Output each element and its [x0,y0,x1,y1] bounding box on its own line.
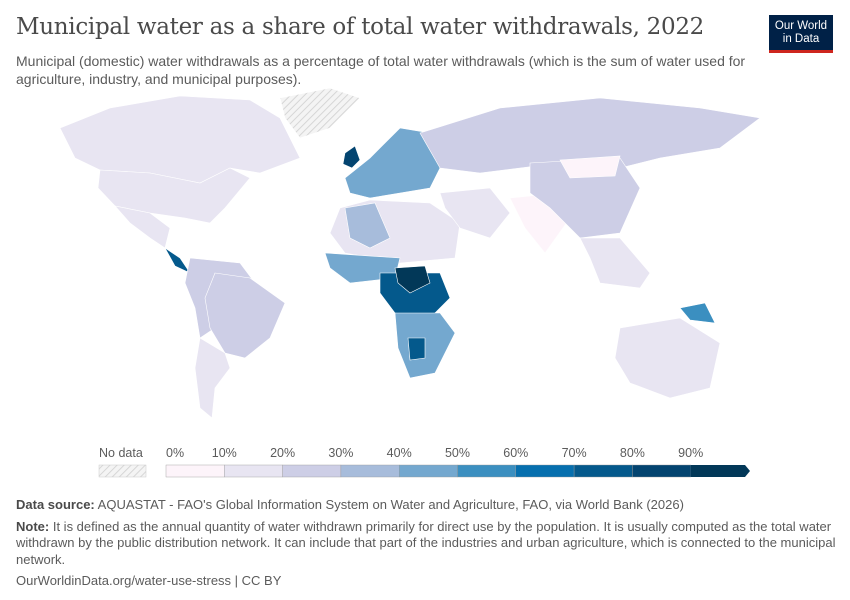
region-congo-basin[interactable] [394,265,431,294]
region-algeria[interactable] [344,202,391,249]
legend-tick-label: 70% [562,446,587,460]
chart-subtitle: Municipal (domestic) water withdrawals a… [16,53,746,87]
region-central-america[interactable] [164,247,191,274]
legend-tick-label: 0% [166,446,184,460]
region-papua-new-guinea[interactable] [679,302,716,324]
legend-tick-label: 20% [270,446,295,460]
region-mongolia[interactable] [559,155,621,179]
region-botswana[interactable] [407,337,426,361]
legend-swatch [690,465,750,477]
legend-tick-label: 10% [212,446,237,460]
legend-swatch [573,464,633,478]
chart-footer: Data source: AQUASTAT - FAO's Global Inf… [16,497,836,595]
legend-no-data-label: No data [99,446,143,460]
region-united-states[interactable] [97,167,251,224]
legend-swatch [224,464,283,478]
chart-note: Note: It is defined as the annual quanti… [16,518,836,567]
region-argentina[interactable] [194,337,231,419]
legend-tick-label: 30% [328,446,353,460]
region-greenland[interactable] [279,88,361,139]
map-legend: No data 0% 10% 20% 30% 40% 50% 60% 70% 80% 90% [98,446,750,478]
region-china[interactable] [529,157,641,239]
region-middle-east[interactable] [439,187,511,239]
legend-swatch [632,464,691,478]
region-europe[interactable] [344,127,441,199]
region-canada[interactable] [59,95,301,184]
legend-swatch [457,464,516,478]
region-united-kingdom[interactable] [342,145,361,169]
region-russia[interactable] [419,97,761,174]
legend-tick-label: 60% [503,446,528,460]
region-southeast-asia[interactable] [579,237,651,289]
data-source: Data source: AQUASTAT - FAO's Global Inf… [16,497,684,512]
owid-logo[interactable]: Our World in Data [769,15,833,53]
legend-swatch [399,464,458,478]
source-url-link[interactable]: OurWorldinData.org/water-use-stress | CC… [16,573,282,588]
chart-title: Municipal water as a share of total wate… [16,14,705,40]
legend-tick-label: 80% [620,446,645,460]
legend-tick-label: 90% [678,446,703,460]
legend-swatch [340,464,400,478]
legend-swatch [282,464,342,478]
legend-swatch [165,464,225,478]
legend-tick-label: 50% [445,446,470,460]
region-australia[interactable] [614,317,721,399]
legend-swatch [515,464,575,478]
legend-tick-label: 40% [387,446,412,460]
region-brazil[interactable] [204,272,286,359]
legend-no-data-swatch [98,464,147,478]
world-map[interactable] [0,88,850,438]
